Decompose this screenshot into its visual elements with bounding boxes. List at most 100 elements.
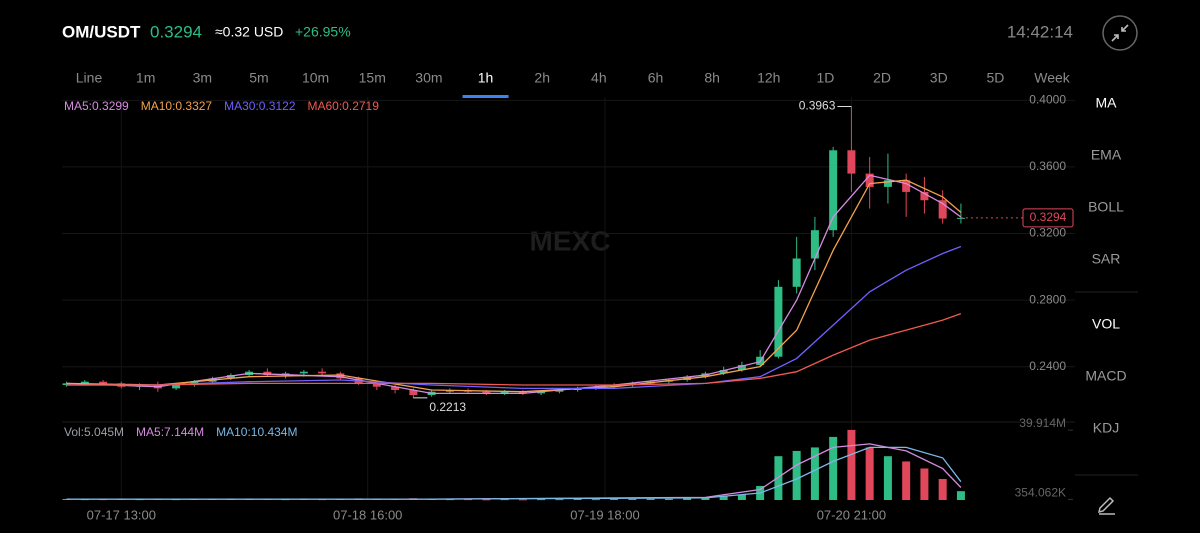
candle-body — [409, 390, 418, 396]
candle-body — [737, 365, 746, 371]
volume-bar — [829, 436, 838, 500]
candle-body — [883, 180, 892, 187]
candle-body — [920, 191, 929, 201]
candle-body — [792, 258, 801, 287]
legend-entry: MA10:10.434M — [216, 425, 297, 439]
candle-body — [810, 230, 819, 259]
indicator-option[interactable]: EMA — [1091, 147, 1122, 163]
timeframe-tab[interactable]: Line — [76, 70, 103, 86]
timeframe-tab[interactable]: 8h — [704, 70, 720, 86]
volume-bar — [865, 447, 874, 500]
volume-bar — [683, 498, 692, 500]
candle-body — [336, 373, 345, 379]
candle-body — [774, 286, 783, 357]
price: 0.3294 — [150, 22, 202, 41]
timeframe-tab[interactable]: 3D — [930, 70, 948, 86]
candle-body — [299, 371, 308, 374]
legend-entry: MA10:0.3327 — [141, 99, 213, 113]
volume-bar — [500, 499, 509, 501]
indicator-option[interactable]: MA — [1096, 95, 1118, 111]
timeframe-tab[interactable]: 4h — [591, 70, 607, 86]
y-tick-label: 39.914M — [1019, 416, 1066, 430]
timeframe-tab[interactable]: 2D — [873, 70, 891, 86]
clock: 14:42:14 — [1007, 22, 1073, 41]
y-tick-label: 0.3200 — [1029, 226, 1066, 240]
volume-bar — [847, 429, 856, 500]
collapse-button[interactable] — [1102, 15, 1138, 51]
timeframe-tab[interactable]: 15m — [359, 70, 386, 86]
ma-line — [66, 312, 962, 386]
candle-body — [500, 391, 509, 394]
timeframe-tab[interactable]: 5m — [249, 70, 268, 86]
sub-indicator-option[interactable]: MACD — [1085, 368, 1126, 384]
indicator-option[interactable]: BOLL — [1088, 199, 1124, 215]
last-price-label: 0.3294 — [1030, 210, 1067, 224]
candle-body — [263, 371, 272, 376]
candle-body — [482, 391, 491, 394]
timeframe-tab[interactable]: 12h — [757, 70, 780, 86]
candle-body — [391, 386, 400, 391]
x-tick-label: 07-20 21:00 — [817, 507, 886, 522]
candle-body — [372, 383, 381, 387]
watermark: MEXC — [530, 225, 611, 256]
candle-body — [902, 180, 911, 192]
pair: OM/USDT — [62, 22, 141, 41]
candle-body — [518, 391, 527, 394]
timeframe-tab[interactable]: 2h — [534, 70, 550, 86]
volume-bar — [792, 450, 801, 500]
volume-bar — [737, 494, 746, 500]
volume-bar — [610, 498, 619, 500]
candle-body — [555, 390, 564, 392]
volume-bar — [701, 497, 710, 500]
volume-bar — [883, 456, 892, 500]
volume-bar — [62, 498, 71, 500]
timeframe-tab[interactable]: 1m — [136, 70, 155, 86]
candle-body — [318, 371, 327, 374]
timeframe-tab[interactable]: 3m — [193, 70, 212, 86]
sub-indicator-option[interactable]: VOL — [1092, 316, 1120, 332]
timeframe-tab[interactable]: 6h — [648, 70, 664, 86]
ma-line — [66, 179, 962, 393]
legend-entry: MA30:0.3122 — [224, 99, 296, 113]
timeframe-tab[interactable]: 1h — [478, 70, 494, 86]
candle-body — [865, 173, 874, 187]
candle-body — [80, 381, 89, 384]
candle-body — [938, 200, 947, 219]
volume-bar — [920, 468, 929, 500]
candle-body — [610, 385, 619, 387]
volume-bar — [555, 499, 564, 501]
sub-indicator-option[interactable]: KDJ — [1093, 420, 1119, 436]
timeframe-tab[interactable]: 1D — [816, 70, 834, 86]
y-tick-label: 0.3600 — [1029, 159, 1066, 173]
volume-bar — [573, 498, 582, 500]
y-tick-label: 0.4000 — [1029, 93, 1066, 107]
volume-bar — [956, 491, 965, 500]
indicator-option[interactable]: SAR — [1092, 251, 1121, 267]
candle-body — [719, 370, 728, 374]
volume-bar — [938, 478, 947, 500]
volume-bar — [537, 499, 546, 501]
volume-bar — [464, 499, 473, 501]
volume-bar — [664, 498, 673, 500]
volume-bar — [810, 447, 819, 500]
tab-underline — [462, 95, 509, 98]
y-tick-label: 0.2800 — [1029, 292, 1066, 306]
candle-body — [829, 150, 838, 231]
collapse-circle — [1102, 15, 1138, 51]
candle-body — [99, 381, 108, 384]
draw-button[interactable] — [1097, 496, 1115, 515]
timeframe-tab[interactable]: 30m — [415, 70, 442, 86]
legend-entry: MA5:0.3299 — [64, 99, 129, 113]
timeframe-tab[interactable]: 5D — [986, 70, 1004, 86]
legend-entry: MA5:7.144M — [136, 425, 204, 439]
last-price-box — [1022, 208, 1074, 228]
change: +26.95% — [295, 24, 351, 40]
timeframe-tab[interactable]: 10m — [302, 70, 329, 86]
usd-price: ≈0.32 USD — [215, 24, 283, 40]
volume-bar — [518, 499, 527, 501]
collapse-icon — [1111, 24, 1129, 42]
volume-bar — [719, 496, 728, 500]
timeframe-tab[interactable]: Week — [1034, 70, 1071, 86]
